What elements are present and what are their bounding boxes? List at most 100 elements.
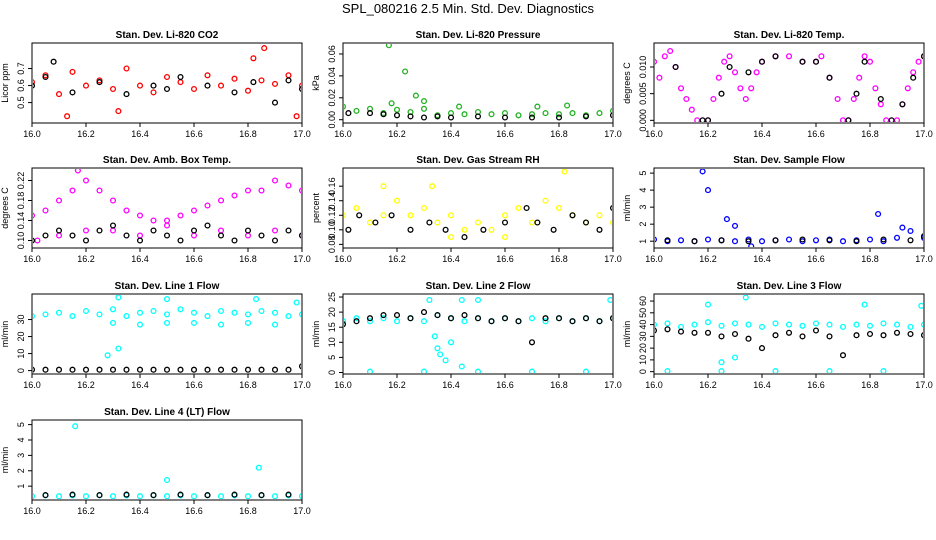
data-point-background bbox=[420, 98, 428, 105]
y-tick-label: 10 bbox=[327, 337, 337, 347]
data-point-background bbox=[461, 318, 468, 325]
data-point-background bbox=[799, 322, 806, 329]
data-point-foreground bbox=[853, 238, 860, 245]
data-point-background bbox=[190, 319, 198, 326]
data-point-foreground bbox=[82, 237, 90, 244]
data-point-foreground bbox=[888, 117, 895, 122]
data-point-background bbox=[150, 89, 157, 96]
x-tick-label: 16.4 bbox=[131, 380, 149, 390]
data-point-foreground bbox=[528, 114, 536, 121]
y-tick-label: 60 bbox=[638, 296, 648, 306]
data-point-background bbox=[109, 85, 117, 93]
chart-title: Stan. Dev. Line 2 Flow bbox=[426, 281, 531, 292]
data-point-foreground bbox=[150, 227, 157, 234]
data-point-foreground bbox=[190, 227, 198, 234]
data-point-background bbox=[190, 493, 198, 499]
data-point-background bbox=[920, 321, 923, 328]
x-tick-label: 16.8 bbox=[550, 254, 568, 264]
data-point-background bbox=[664, 368, 671, 373]
data-point-foreground bbox=[488, 318, 495, 325]
data-point-foreground bbox=[150, 82, 157, 89]
x-tick-label: 16.4 bbox=[442, 254, 460, 264]
x-tick-label: 16.2 bbox=[388, 380, 406, 390]
x-tick-label: 17.0 bbox=[915, 129, 933, 139]
x-tick-label: 16.2 bbox=[77, 129, 95, 139]
data-point-foreground bbox=[826, 333, 833, 340]
data-point-foreground bbox=[82, 366, 90, 373]
data-point-background bbox=[271, 227, 279, 234]
data-point-foreground bbox=[96, 79, 103, 86]
y-axis-label: ml/min bbox=[0, 447, 10, 474]
data-point-background bbox=[163, 222, 171, 229]
data-point-foreground bbox=[69, 491, 76, 498]
data-point-foreground bbox=[434, 113, 441, 120]
data-point-background bbox=[691, 321, 698, 328]
data-point-foreground bbox=[812, 327, 820, 334]
data-point-background bbox=[82, 177, 90, 184]
x-tick-label: 17.0 bbox=[293, 254, 311, 264]
data-point-foreground bbox=[528, 339, 536, 346]
data-point-foreground bbox=[731, 330, 739, 338]
data-point-foreground bbox=[231, 366, 238, 373]
x-tick-label: 16.6 bbox=[185, 380, 203, 390]
y-tick-label: 0.005 bbox=[638, 82, 648, 105]
chart-title: Stan. Dev. Line 3 Flow bbox=[737, 281, 842, 292]
x-tick-label: 16.0 bbox=[23, 380, 41, 390]
data-point-foreground bbox=[569, 318, 576, 325]
data-point-foreground bbox=[298, 232, 301, 239]
y-axis-label: kPa bbox=[311, 75, 321, 91]
data-point-background bbox=[834, 95, 841, 103]
x-tick-label: 16.8 bbox=[861, 129, 879, 139]
data-point-background bbox=[564, 102, 571, 109]
y-axis-label: ml/min bbox=[622, 321, 632, 348]
data-point-foreground bbox=[799, 333, 806, 340]
points-layer bbox=[655, 295, 923, 373]
y-tick-label: 0.04 bbox=[327, 67, 337, 85]
x-tick-label: 17.0 bbox=[915, 254, 933, 264]
data-point-foreground bbox=[866, 330, 874, 338]
data-point-background bbox=[731, 222, 739, 229]
data-point-background bbox=[488, 111, 495, 118]
data-point-background bbox=[261, 45, 268, 52]
data-point-foreground bbox=[285, 77, 292, 84]
y-tick-label: 0.6 bbox=[16, 79, 26, 92]
data-point-background bbox=[718, 359, 725, 366]
data-point-background bbox=[163, 476, 171, 484]
data-point-background bbox=[298, 493, 301, 499]
data-point-background bbox=[285, 72, 292, 79]
x-tick-label: 16.8 bbox=[239, 380, 257, 390]
data-point-background bbox=[877, 101, 884, 108]
data-point-background bbox=[109, 197, 117, 204]
y-tick-label: 0.22 bbox=[16, 172, 26, 190]
data-point-foreground bbox=[880, 236, 887, 243]
data-point-background bbox=[667, 47, 674, 55]
data-point-foreground bbox=[745, 335, 752, 342]
data-point-background bbox=[542, 197, 549, 204]
data-point-background bbox=[217, 493, 225, 499]
points-layer bbox=[344, 44, 612, 121]
data-point-foreground bbox=[582, 113, 590, 120]
data-point-background bbox=[385, 44, 392, 49]
data-point-background bbox=[655, 58, 658, 65]
data-point-background bbox=[150, 307, 157, 315]
y-tick-label: 0.5 bbox=[16, 96, 26, 109]
data-point-foreground bbox=[555, 315, 563, 322]
data-point-background bbox=[244, 319, 252, 326]
data-point-background bbox=[582, 368, 590, 373]
data-point-background bbox=[244, 187, 252, 194]
chart-title: Stan. Dev. Gas Stream RH bbox=[416, 155, 539, 166]
data-point-background bbox=[758, 238, 766, 245]
page-title: SPL_080216 2.5 Min. Std. Dev. Diagnostic… bbox=[342, 1, 594, 16]
data-point-foreground bbox=[33, 237, 36, 244]
data-point-background bbox=[731, 238, 739, 245]
data-point-foreground bbox=[393, 112, 401, 119]
data-point-background bbox=[426, 296, 433, 304]
data-point-background bbox=[528, 111, 536, 118]
y-tick-label: 5 bbox=[16, 422, 26, 427]
data-point-foreground bbox=[542, 315, 549, 322]
data-point-foreground bbox=[501, 114, 509, 121]
data-point-foreground bbox=[474, 315, 482, 322]
data-point-foreground bbox=[523, 204, 530, 212]
data-point-background bbox=[461, 111, 468, 118]
data-point-background bbox=[55, 91, 63, 98]
